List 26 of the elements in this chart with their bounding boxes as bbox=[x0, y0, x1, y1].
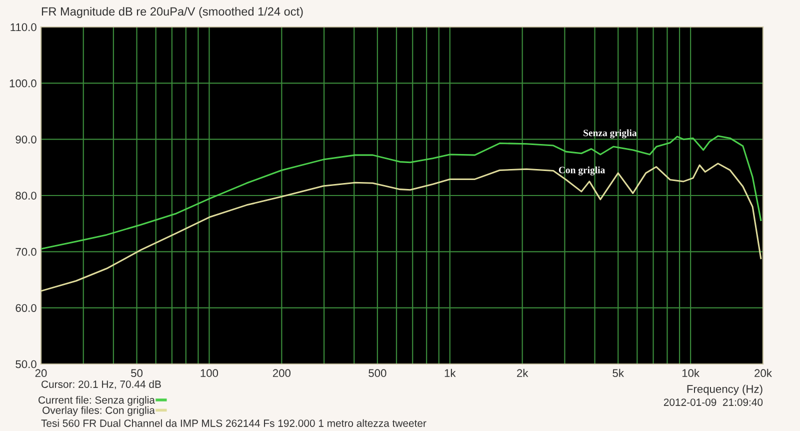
x-tick-label: 2k bbox=[517, 368, 528, 377]
x-tick-label: 50 bbox=[131, 369, 143, 378]
x-tick-label: 200 bbox=[272, 369, 290, 378]
x-tick-label: 20k bbox=[754, 368, 772, 378]
x-tick-label: 1k bbox=[444, 368, 456, 377]
annotation: Senza griglia bbox=[584, 129, 637, 138]
annotation: Con griglia bbox=[558, 166, 605, 176]
y-tick-label: 60.0 bbox=[16, 304, 36, 312]
x-axis-title: Frequency (Hz) bbox=[687, 384, 762, 396]
x-tick-label: 500 bbox=[368, 369, 386, 378]
x-tick-label: 20 bbox=[35, 369, 47, 378]
text: 2012-01-09 21:09:40 bbox=[664, 398, 763, 406]
chart-title: FR Magnitude dB re 20uPa/V (smoothed 1/24 oct) bbox=[42, 6, 303, 18]
x-tick-label: 5k bbox=[612, 368, 624, 378]
text: Cursor: 20.1 Hz, 70.44 dB bbox=[42, 380, 161, 390]
legend-label: Overlay files: Con griglia bbox=[42, 406, 155, 416]
y-tick-label: 110.0 bbox=[10, 23, 36, 32]
x-tick-label: 100 bbox=[200, 369, 218, 378]
y-tick-label: 100.0 bbox=[10, 79, 36, 88]
y-tick-label: 90.0 bbox=[16, 136, 36, 144]
y-tick-label: 80.0 bbox=[16, 192, 36, 200]
text: Tesi 560 FR Dual Channel da IMP MLS 262144 Fs 192.000 1 metro altezza tweeter bbox=[41, 419, 426, 427]
y-tick-label: 70.0 bbox=[16, 248, 36, 256]
y-tick-label: 50.0 bbox=[16, 360, 36, 368]
legend-label: Current file: Senza griglia bbox=[38, 396, 155, 406]
x-tick-label: 10k bbox=[682, 368, 700, 378]
